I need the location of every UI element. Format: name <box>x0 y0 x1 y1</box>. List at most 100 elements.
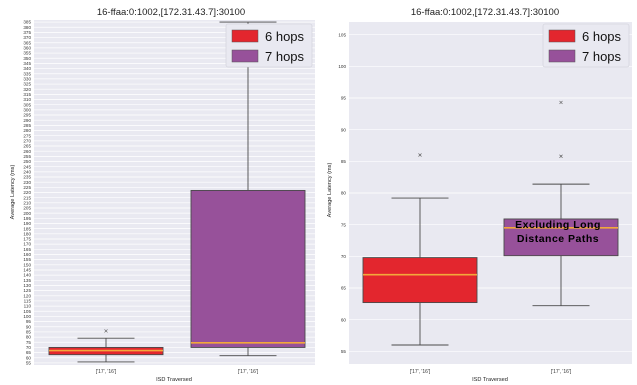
left-y-tick-385: 385 <box>23 20 31 25</box>
left-y-tick-230: 230 <box>23 180 31 185</box>
left-y-tick-205: 205 <box>23 206 31 211</box>
left-y-tick-115: 115 <box>24 299 32 304</box>
left-7-hops-box <box>190 189 306 348</box>
left-legend-label-7-hops: 7 hops <box>265 49 305 64</box>
left-y-tick-85: 85 <box>26 330 32 335</box>
left-y-tick-120: 120 <box>23 293 31 298</box>
left-y-tick-270: 270 <box>23 138 31 143</box>
right-7-hops-box <box>503 218 619 257</box>
left-y-tick-315: 315 <box>23 92 31 97</box>
left-panel: 16-ffaa:0:1002,[172.31.43.7]:30100 55606… <box>10 7 315 383</box>
right-panel: 16-ffaa:0:1002,[172.31.43.7]:30100 55 60 6… <box>327 7 632 383</box>
left-legend-swatch-7-hops <box>231 49 259 63</box>
left-y-tick-190: 190 <box>23 221 31 226</box>
left-y-tick-70: 70 <box>26 345 32 350</box>
left-y-tick-370: 370 <box>23 35 31 40</box>
left-legend-label-6-hops: 6 hops <box>265 29 305 44</box>
left-y-tick-235: 235 <box>23 175 31 180</box>
left-legend-swatch-6-hops <box>231 29 259 43</box>
right-legend-swatch-7-hops <box>548 49 576 63</box>
right-6-hops-outlier-0 <box>418 153 422 157</box>
left-y-tick-55: 55 <box>26 361 32 366</box>
left-chart-title: 16-ffaa:0:1002,[172.31.43.7]:30100 <box>97 7 245 18</box>
right-legend-label-6-hops: 6 hops <box>582 29 622 44</box>
right-x-tick-2: ['17', '16'] <box>551 369 572 375</box>
right-y-tick-65: 65 <box>341 286 347 291</box>
left-y-tick-320: 320 <box>23 87 31 92</box>
left-y-tick-215: 215 <box>23 195 31 200</box>
left-y-tick-105: 105 <box>23 309 31 314</box>
left-y-tick-60: 60 <box>26 355 32 360</box>
left-y-axis-label: Average Latency (ms) <box>10 165 16 220</box>
left-y-tick-185: 185 <box>23 226 31 231</box>
right-legend-swatch-6-hops <box>548 29 576 43</box>
left-y-tick-125: 125 <box>23 288 31 293</box>
right-y-tick-60: 60 <box>341 317 347 322</box>
right-legend: 6 hops 7 hops <box>542 23 630 68</box>
right-boxes <box>362 100 619 346</box>
right-y-tick-80: 80 <box>341 191 347 196</box>
left-y-tick-335: 335 <box>23 71 31 76</box>
left-y-tick-365: 365 <box>23 40 31 45</box>
left-y-tick-310: 310 <box>23 97 31 102</box>
left-boxes <box>48 21 306 363</box>
left-y-tick-110: 110 <box>24 304 32 309</box>
right-annotation: Excluding Long Distance Paths <box>515 219 601 245</box>
left-x-tick-1: ['17', '16'] <box>96 369 117 375</box>
left-y-tick-200: 200 <box>23 211 31 216</box>
right-y-tick-105: 105 <box>338 32 346 37</box>
left-y-tick-275: 275 <box>23 133 31 138</box>
left-y-tick-135: 135 <box>23 278 31 283</box>
right-y-tick-labels: 55 60 65 70 75 80 85 90 95 100 105 <box>338 32 346 354</box>
left-y-tick-165: 165 <box>23 247 31 252</box>
left-y-tick-305: 305 <box>23 102 31 107</box>
right-chart-title: 16-ffaa:0:1002,[172.31.43.7]:30100 <box>411 7 559 18</box>
left-y-tick-255: 255 <box>23 154 31 159</box>
left-y-tick-80: 80 <box>26 335 32 340</box>
left-y-tick-360: 360 <box>23 45 31 50</box>
left-y-tick-280: 280 <box>23 128 31 133</box>
left-y-tick-260: 260 <box>23 149 31 154</box>
left-y-tick-350: 350 <box>23 56 31 61</box>
left-y-tick-325: 325 <box>23 82 31 87</box>
left-y-tick-285: 285 <box>23 123 31 128</box>
left-y-tick-225: 225 <box>23 185 31 190</box>
right-y-tick-70: 70 <box>341 254 347 259</box>
right-y-tick-55: 55 <box>341 349 347 354</box>
left-y-tick-250: 250 <box>23 159 31 164</box>
left-y-tick-175: 175 <box>23 237 31 242</box>
left-y-tick-labels: 5560657075808590951001051101151201251301… <box>23 20 31 366</box>
right-y-tick-95: 95 <box>341 96 347 101</box>
left-y-tick-290: 290 <box>23 118 31 123</box>
left-y-tick-130: 130 <box>23 283 31 288</box>
left-y-tick-220: 220 <box>23 190 31 195</box>
left-y-tick-295: 295 <box>23 113 31 118</box>
left-x-tick-2: ['17', '16'] <box>238 369 259 375</box>
left-y-tick-170: 170 <box>23 242 31 247</box>
left-y-tick-95: 95 <box>26 319 32 324</box>
right-y-tick-100: 100 <box>338 64 346 69</box>
right-7-hops-outlier-0 <box>559 154 563 158</box>
left-y-tick-140: 140 <box>23 273 31 278</box>
left-y-tick-375: 375 <box>23 30 31 35</box>
right-legend-label-7-hops: 7 hops <box>582 49 622 64</box>
left-y-tick-245: 245 <box>23 164 31 169</box>
right-y-axis-label: Average Latency (ms) <box>327 163 333 218</box>
left-y-tick-145: 145 <box>23 268 31 273</box>
left-6-hops-outlier-0 <box>104 329 108 333</box>
left-y-tick-300: 300 <box>23 107 31 112</box>
annotation-line-2: Distance Paths <box>517 233 599 245</box>
left-y-tick-195: 195 <box>23 216 31 221</box>
right-6-hops-box <box>362 257 478 304</box>
left-y-tick-90: 90 <box>26 324 32 329</box>
left-y-tick-340: 340 <box>23 66 31 71</box>
left-y-tick-75: 75 <box>26 340 32 345</box>
left-y-tick-160: 160 <box>23 252 31 257</box>
left-y-tick-265: 265 <box>23 144 31 149</box>
left-y-tick-155: 155 <box>23 257 31 262</box>
right-7-hops-outlier-1 <box>559 100 563 105</box>
annotation-line-1: Excluding Long <box>515 219 601 231</box>
left-y-tick-65: 65 <box>26 350 32 355</box>
left-y-tick-330: 330 <box>23 76 31 81</box>
